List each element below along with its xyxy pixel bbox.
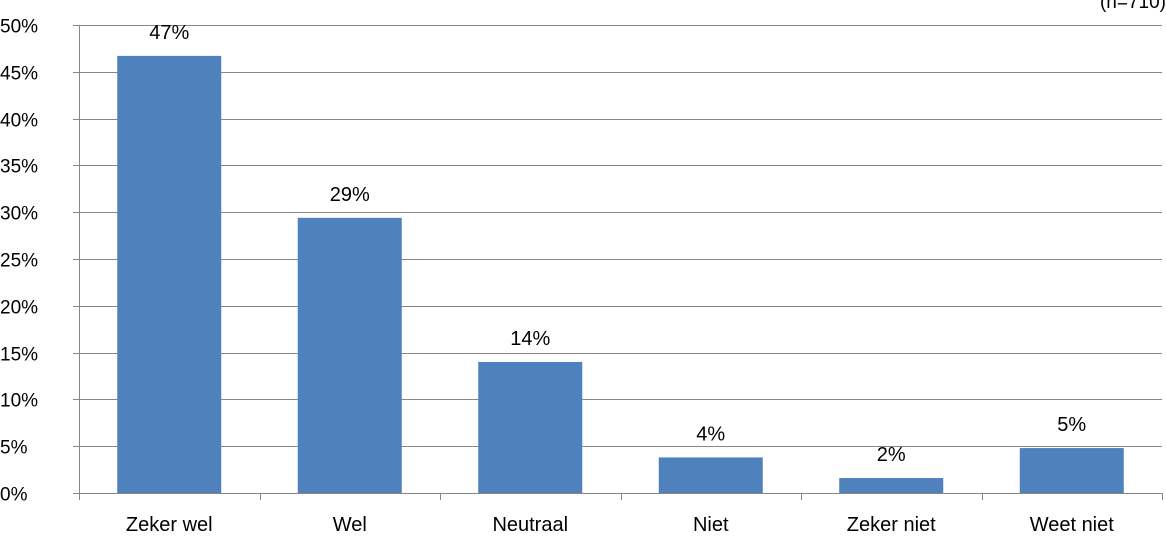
data-label: 4% xyxy=(696,423,725,445)
x-tick-label: Niet xyxy=(693,514,729,536)
x-tick-label: Zeker niet xyxy=(847,514,936,536)
y-tick-label: 25% xyxy=(0,251,38,272)
y-tick-label: 50% xyxy=(0,17,38,38)
data-label: 5% xyxy=(1057,414,1086,436)
bar xyxy=(658,457,763,493)
x-tick-label: Zeker wel xyxy=(126,514,213,536)
y-tick-label: 20% xyxy=(0,298,38,319)
x-tick-label: Neutraal xyxy=(492,514,568,536)
data-label: 47% xyxy=(149,22,189,44)
x-tick-labels: Zeker wel Wel Neutraal Niet Zeker niet Weet n… xyxy=(126,514,1114,536)
y-tick-label: 45% xyxy=(0,64,38,85)
bar xyxy=(117,55,222,493)
y-tick-label: 30% xyxy=(0,204,38,225)
y-tick-label: 15% xyxy=(0,345,38,366)
y-tick-label: 10% xyxy=(0,391,38,412)
gridlines xyxy=(79,25,1162,447)
y-tick-labels: 0% 5% 10% 15% 20% 25% 30% 35% 40% 45% 50% xyxy=(0,17,38,506)
bar xyxy=(839,478,944,493)
y-tick-label: 0% xyxy=(0,485,28,506)
bar xyxy=(1019,448,1124,493)
bar xyxy=(297,217,402,494)
sample-size-note: (n=710) xyxy=(1100,0,1166,13)
data-label: 2% xyxy=(877,444,906,466)
x-tick-label: Wel xyxy=(333,514,367,536)
data-label: 29% xyxy=(330,184,370,206)
data-label: 14% xyxy=(510,328,550,350)
bars xyxy=(117,55,1124,494)
y-tick-label: 40% xyxy=(0,111,38,132)
y-tick-label: 35% xyxy=(0,157,38,178)
x-tick-label: Weet niet xyxy=(1030,514,1115,536)
data-labels: 47% 29% 14% 4% 2% 5% xyxy=(149,22,1086,466)
axes xyxy=(73,25,1163,500)
y-tick-label: 5% xyxy=(0,438,28,459)
bar xyxy=(478,361,583,493)
